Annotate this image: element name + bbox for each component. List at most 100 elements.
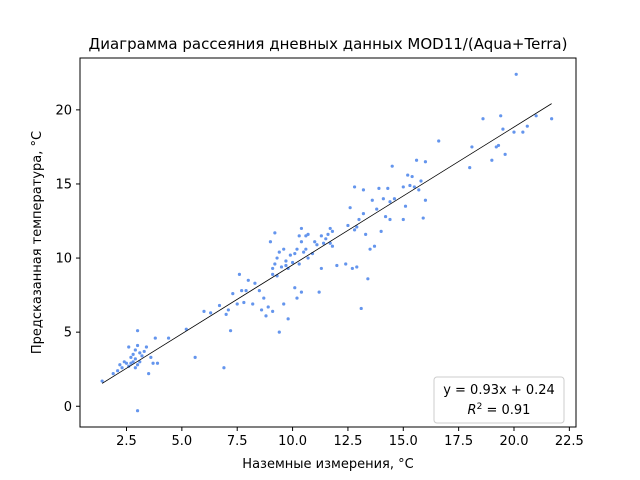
y-tick-label-1: 5: [64, 326, 72, 341]
x-axis-label: Наземные измерения, °C: [242, 457, 413, 472]
data-point-32: [193, 355, 197, 359]
data-point-156: [550, 117, 554, 121]
data-point-144: [481, 117, 485, 121]
data-point-129: [401, 217, 405, 222]
data-point-43: [240, 289, 244, 293]
data-point-132: [408, 183, 412, 188]
data-point-44: [242, 300, 246, 305]
x-tick-label-6: 17.5: [444, 434, 473, 449]
x-tick-label-8: 22.5: [555, 434, 584, 449]
data-point-82: [302, 250, 306, 254]
data-point-147: [496, 143, 501, 148]
data-point-120: [379, 229, 383, 233]
data-point-110: [359, 306, 363, 311]
data-point-76: [295, 296, 299, 300]
data-point-35: [217, 303, 222, 308]
data-point-126: [390, 164, 394, 168]
data-point-15: [133, 357, 137, 361]
data-point-59: [273, 262, 277, 266]
data-point-49: [257, 289, 261, 293]
data-point-130: [403, 204, 408, 208]
data-point-128: [401, 185, 405, 189]
fit-line: [101, 103, 552, 384]
data-point-89: [315, 243, 319, 247]
data-point-137: [419, 179, 423, 183]
data-point-16: [135, 343, 140, 348]
x-tick-label-0: 2.5: [116, 434, 137, 449]
data-point-29: [155, 361, 160, 365]
data-point-60: [275, 256, 279, 260]
x-tick-label-2: 7.5: [227, 434, 248, 449]
data-point-101: [344, 262, 348, 266]
data-point-78: [297, 262, 301, 266]
data-point-58: [273, 231, 277, 235]
data-point-70: [286, 317, 290, 321]
legend-box: [433, 376, 565, 424]
data-point-17: [135, 363, 140, 367]
data-point-12: [131, 360, 135, 364]
data-point-1: [111, 372, 115, 376]
legend-r-superscript: 2: [477, 402, 483, 412]
legend: y = 0.93x + 0.24 R2 = 0.91: [433, 376, 565, 424]
data-point-139: [423, 160, 428, 164]
data-point-65: [282, 247, 286, 251]
data-point-23: [142, 349, 146, 354]
data-point-24: [144, 345, 149, 349]
data-point-152: [514, 72, 518, 76]
x-tick-label-7: 20.0: [500, 434, 529, 449]
data-point-122: [383, 214, 388, 219]
data-point-150: [503, 152, 507, 156]
data-point-7: [127, 345, 131, 349]
data-point-155: [534, 114, 538, 118]
data-point-68: [284, 259, 288, 263]
data-point-109: [357, 217, 361, 222]
legend-r-symbol: R: [468, 403, 477, 418]
data-point-124: [388, 217, 392, 222]
data-point-63: [277, 330, 281, 334]
data-point-154: [525, 124, 529, 128]
data-point-51: [262, 296, 266, 300]
data-point-50: [259, 308, 264, 312]
data-point-75: [295, 247, 299, 251]
y-axis-label: Предсказанная температура, °C: [30, 131, 45, 354]
data-point-115: [368, 247, 372, 251]
data-point-148: [499, 114, 503, 118]
data-point-106: [352, 185, 357, 189]
x-tick-label-4: 12.5: [333, 434, 362, 449]
data-point-55: [271, 266, 275, 271]
y-tick-label-4: 20: [55, 103, 72, 118]
data-point-98: [330, 229, 335, 233]
data-point-31: [184, 327, 188, 331]
data-point-40: [231, 292, 235, 296]
data-point-145: [490, 158, 494, 162]
y-tick-label-0: 0: [64, 400, 72, 415]
data-point-138: [421, 216, 425, 220]
axes-frame: [79, 57, 577, 428]
data-point-111: [361, 212, 366, 216]
data-point-127: [392, 197, 397, 201]
data-point-95: [326, 232, 330, 236]
data-point-153: [521, 130, 525, 134]
data-point-45: [244, 289, 248, 293]
data-point-133: [410, 174, 414, 179]
data-point-114: [366, 277, 370, 281]
data-point-6: [124, 361, 129, 365]
data-point-142: [468, 166, 472, 170]
data-point-26: [149, 355, 153, 359]
data-point-21: [138, 360, 142, 364]
data-point-80: [299, 240, 304, 244]
data-point-96: [328, 226, 332, 231]
data-point-38: [226, 308, 230, 312]
data-point-20: [138, 351, 142, 355]
data-point-53: [266, 305, 270, 309]
data-point-88: [313, 240, 317, 244]
x-tick-label-5: 15.0: [389, 434, 418, 449]
data-point-123: [386, 186, 390, 191]
data-point-69: [286, 266, 290, 271]
data-point-52: [264, 314, 268, 318]
data-point-94: [324, 237, 328, 241]
data-point-36: [222, 366, 226, 370]
data-point-100: [335, 263, 339, 268]
